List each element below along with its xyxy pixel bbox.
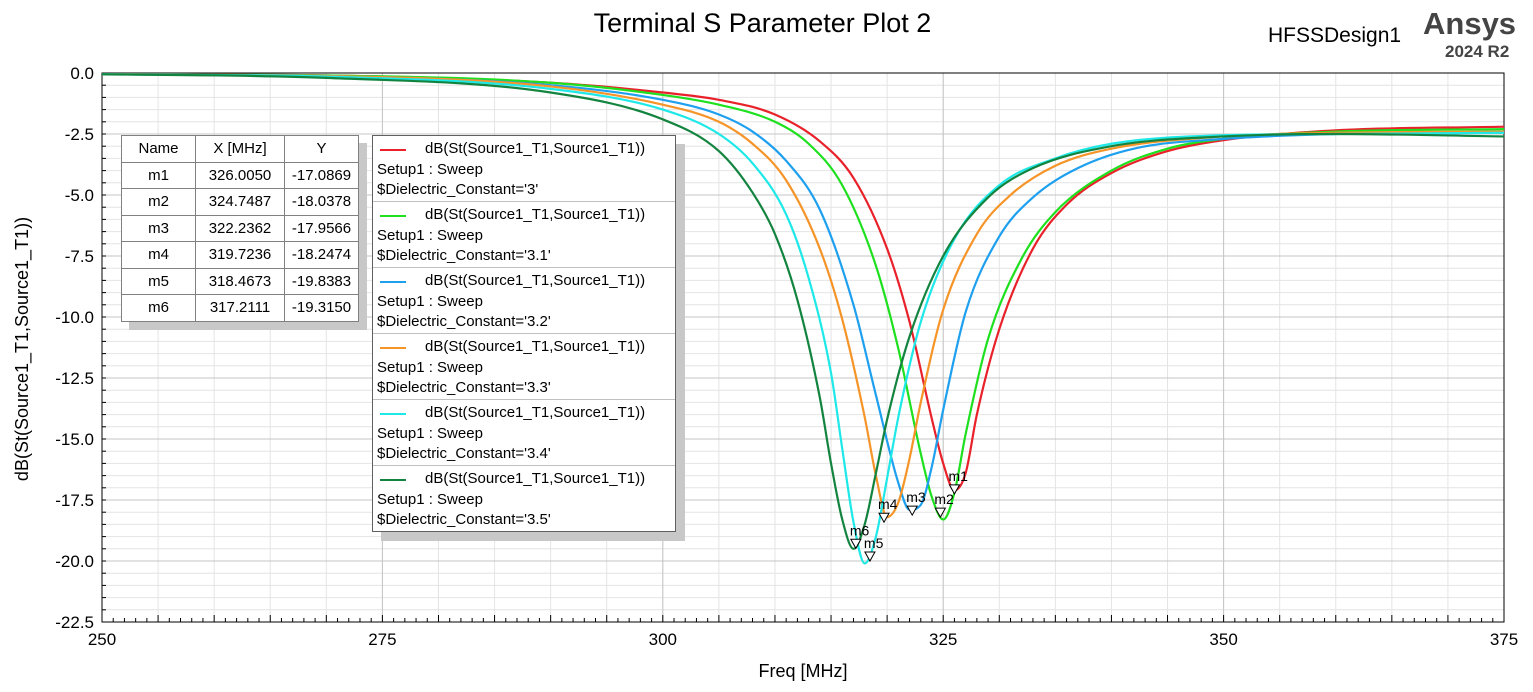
- y-tick-label: -17.5: [55, 491, 94, 510]
- legend-variable: $Dielectric_Constant='3.2': [377, 313, 551, 330]
- design-name: HFSSDesign1: [1268, 24, 1401, 48]
- legend-expression: dB(St(Source1_T1,Source1_T1)): [425, 272, 645, 289]
- header-name: Name: [122, 136, 196, 163]
- legend-setup: Setup1 : Sweep: [377, 425, 483, 442]
- marker-m6-label: m6: [850, 522, 870, 538]
- y-tick-label: -12.5: [55, 369, 94, 388]
- table-row: m2 324.7487 -18.0378: [122, 189, 359, 216]
- legend-expression: dB(St(Source1_T1,Source1_T1)): [425, 206, 645, 223]
- x-tick-label: 250: [88, 630, 116, 649]
- marker-x: 324.7487: [196, 189, 285, 216]
- brand-logo: Ansys: [1423, 6, 1516, 42]
- legend-entry[interactable]: dB(St(Source1_T1,Source1_T1)) Setup1 : Sw…: [373, 267, 675, 333]
- legend-entry[interactable]: dB(St(Source1_T1,Source1_T1)) Setup1 : Sw…: [373, 333, 675, 399]
- legend-entry[interactable]: dB(St(Source1_T1,Source1_T1)) Setup1 : Sw…: [373, 465, 675, 531]
- legend-line-icon: [380, 479, 406, 481]
- y-tick-label: -22.5: [55, 613, 94, 632]
- legend-variable: $Dielectric_Constant='3.1': [377, 247, 551, 264]
- y-tick-label: -15.0: [55, 430, 94, 449]
- marker-name: m3: [122, 215, 196, 242]
- legend-variable: $Dielectric_Constant='3.5': [377, 511, 551, 528]
- x-tick-label: 325: [929, 630, 957, 649]
- legend-expression: dB(St(Source1_T1,Source1_T1)): [425, 140, 645, 157]
- table-row: m4 319.7236 -18.2474: [122, 242, 359, 269]
- y-tick-label: -2.5: [65, 125, 94, 144]
- x-axis-label: Freq [MHz]: [758, 661, 847, 681]
- legend-expression: dB(St(Source1_T1,Source1_T1)): [425, 338, 645, 355]
- marker-y: -19.8383: [285, 268, 359, 295]
- marker-y: -18.0378: [285, 189, 359, 216]
- legend-expression: dB(St(Source1_T1,Source1_T1)): [425, 404, 645, 421]
- x-tick-label: 275: [368, 630, 396, 649]
- marker-y: -17.0869: [285, 162, 359, 189]
- legend-line-icon: [380, 281, 406, 283]
- marker-table-header: Name X [MHz] Y: [122, 136, 359, 163]
- marker-table[interactable]: Name X [MHz] Y m1 326.0050 -17.0869 m2 324.…: [121, 135, 359, 322]
- legend-variable: $Dielectric_Constant='3.3': [377, 379, 551, 396]
- marker-x: 319.7236: [196, 242, 285, 269]
- y-tick-label: -5.0: [65, 186, 94, 205]
- marker-name: m2: [122, 189, 196, 216]
- version-label: 2024 R2: [1445, 42, 1509, 62]
- marker-x: 322.2362: [196, 215, 285, 242]
- marker-x: 318.4673: [196, 268, 285, 295]
- y-tick-label: -20.0: [55, 552, 94, 571]
- legend-entry[interactable]: dB(St(Source1_T1,Source1_T1)) Setup1 : Sw…: [373, 136, 675, 201]
- marker-m4-label: m4: [878, 496, 898, 512]
- legend-entry[interactable]: dB(St(Source1_T1,Source1_T1)) Setup1 : Sw…: [373, 399, 675, 465]
- x-tick-label: 375: [1490, 630, 1518, 649]
- legend-setup: Setup1 : Sweep: [377, 227, 483, 244]
- header-y: Y: [285, 136, 359, 163]
- legend-variable: $Dielectric_Constant='3.4': [377, 445, 551, 462]
- marker-y: -18.2474: [285, 242, 359, 269]
- marker-m1-label: m1: [948, 468, 968, 484]
- marker-name: m6: [122, 295, 196, 322]
- legend-setup: Setup1 : Sweep: [377, 359, 483, 376]
- legend-line-icon: [380, 149, 406, 151]
- y-tick-label: -7.5: [65, 247, 94, 266]
- marker-x: 317.2111: [196, 295, 285, 322]
- marker-name: m4: [122, 242, 196, 269]
- marker-x: 326.0050: [196, 162, 285, 189]
- table-row: m6 317.2111 -19.3150: [122, 295, 359, 322]
- legend-entry[interactable]: dB(St(Source1_T1,Source1_T1)) Setup1 : Sw…: [373, 201, 675, 267]
- x-tick-label: 300: [649, 630, 677, 649]
- y-tick-label: -10.0: [55, 308, 94, 327]
- legend-setup: Setup1 : Sweep: [377, 161, 483, 178]
- marker-m2-label: m2: [934, 491, 954, 507]
- y-axis-label: dB(St(Source1_T1,Source1_T1)): [12, 217, 33, 481]
- table-row: m3 322.2362 -17.9566: [122, 215, 359, 242]
- y-tick-label: 0.0: [70, 64, 94, 83]
- marker-y: -19.3150: [285, 295, 359, 322]
- x-tick-label: 350: [1209, 630, 1237, 649]
- legend-setup: Setup1 : Sweep: [377, 293, 483, 310]
- legend-line-icon: [380, 347, 406, 349]
- legend-line-icon: [380, 215, 406, 217]
- header-x: X [MHz]: [196, 136, 285, 163]
- marker-name: m1: [122, 162, 196, 189]
- marker-name: m5: [122, 268, 196, 295]
- table-row: m1 326.0050 -17.0869: [122, 162, 359, 189]
- legend-variable: $Dielectric_Constant='3': [377, 181, 538, 198]
- marker-m3-label: m3: [906, 489, 926, 505]
- marker-y: -17.9566: [285, 215, 359, 242]
- table-row: m5 318.4673 -19.8383: [122, 268, 359, 295]
- legend[interactable]: dB(St(Source1_T1,Source1_T1)) Setup1 : Sw…: [372, 135, 676, 532]
- legend-expression: dB(St(Source1_T1,Source1_T1)): [425, 470, 645, 487]
- legend-line-icon: [380, 413, 406, 415]
- legend-setup: Setup1 : Sweep: [377, 491, 483, 508]
